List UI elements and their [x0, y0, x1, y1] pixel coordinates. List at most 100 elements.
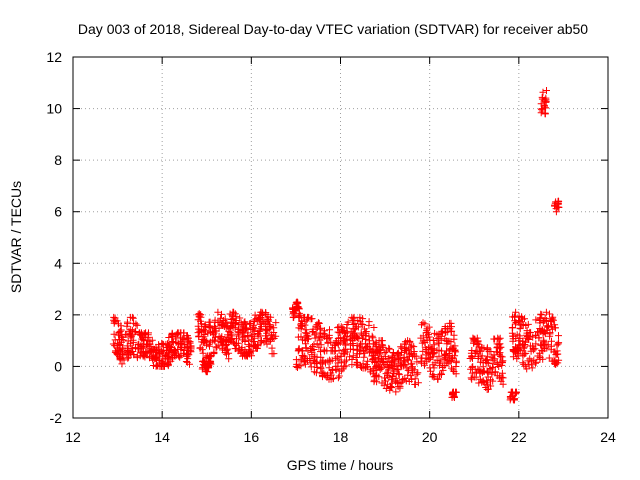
data-point: [205, 324, 213, 332]
data-point: [475, 352, 483, 360]
data-point: [429, 337, 437, 344]
data-point: [550, 348, 558, 356]
data-point: [349, 321, 357, 328]
data-point: [452, 370, 460, 378]
data-point: [539, 318, 547, 326]
data-point: [313, 364, 321, 371]
data-point: [484, 359, 492, 367]
data-point: [372, 372, 380, 380]
data-point: [254, 330, 262, 338]
data-point: [295, 345, 303, 353]
data-point: [473, 341, 481, 349]
data-point: [158, 349, 166, 357]
data-point: [373, 361, 381, 369]
data-point: [164, 355, 172, 363]
data-point: [395, 370, 403, 378]
data-point: [185, 337, 193, 345]
data-point: [217, 334, 225, 342]
data-point: [308, 351, 316, 359]
data-point: [194, 329, 202, 337]
data-point: [387, 362, 395, 369]
data-point: [239, 334, 247, 342]
data-point: [184, 332, 191, 340]
data-point: [334, 374, 342, 382]
data-point: [446, 346, 454, 354]
data-point: [491, 335, 499, 343]
data-point: [163, 347, 170, 355]
data-point: [326, 326, 333, 334]
data-point: [436, 359, 444, 367]
data-point: [240, 326, 248, 334]
data-point: [202, 341, 210, 349]
data-point: [111, 336, 119, 344]
data-point: [393, 365, 401, 373]
data-point: [158, 358, 166, 366]
data-point: [152, 353, 160, 361]
data-point: [220, 323, 228, 330]
data-point: [247, 319, 255, 327]
data-point: [383, 358, 391, 366]
data-point: [204, 362, 212, 370]
data-point: [551, 321, 559, 329]
data-point: [390, 367, 398, 375]
data-point: [529, 344, 537, 352]
data-point: [429, 371, 437, 379]
data-point: [262, 311, 270, 318]
data-point: [337, 352, 345, 360]
data-point: [532, 359, 539, 367]
x-axis-title: GPS time / hours: [287, 457, 394, 473]
data-point: [249, 347, 257, 355]
data-point: [294, 364, 301, 371]
data-point: [445, 352, 453, 360]
data-point: [212, 327, 220, 335]
data-point: [325, 364, 333, 372]
data-point: [236, 314, 244, 322]
data-point: [115, 329, 123, 337]
data-point: [315, 334, 323, 342]
data-point: [333, 353, 341, 361]
data-point: [396, 384, 404, 392]
data-point: [340, 335, 347, 343]
y-tick-label: 0: [54, 358, 62, 374]
data-point: [548, 322, 556, 330]
data-point: [473, 368, 480, 376]
data-point: [270, 350, 278, 358]
data-point: [168, 338, 176, 346]
data-point: [546, 310, 553, 318]
data-point: [179, 335, 187, 343]
data-point: [153, 353, 161, 361]
data-point: [553, 359, 560, 367]
data-point: [477, 367, 485, 375]
data-point: [117, 322, 125, 330]
data-point: [231, 340, 239, 348]
data-point: [146, 340, 154, 348]
data-point: [369, 345, 377, 353]
data-point: [344, 318, 352, 326]
data-point: [530, 356, 538, 364]
data-point: [225, 355, 233, 363]
x-tick-label: 22: [511, 429, 527, 445]
data-point: [498, 361, 506, 369]
data-point: [196, 344, 204, 352]
data-point: [245, 341, 253, 349]
data-point: [506, 394, 514, 402]
data-point: [340, 363, 348, 371]
data-point: [523, 334, 531, 342]
data-point: [312, 358, 320, 366]
data-point: [546, 332, 554, 340]
data-point: [335, 372, 343, 380]
data-point: [178, 340, 186, 348]
data-point: [394, 350, 401, 358]
data-point: [255, 315, 263, 323]
data-point: [519, 352, 527, 360]
data-point: [485, 385, 492, 393]
data-point: [241, 324, 249, 332]
data-point: [547, 342, 555, 350]
data-point: [407, 343, 415, 351]
data-point: [467, 365, 475, 373]
data-point: [520, 360, 528, 368]
data-point: [170, 346, 178, 354]
data-point: [154, 362, 162, 370]
data-point: [110, 313, 118, 321]
